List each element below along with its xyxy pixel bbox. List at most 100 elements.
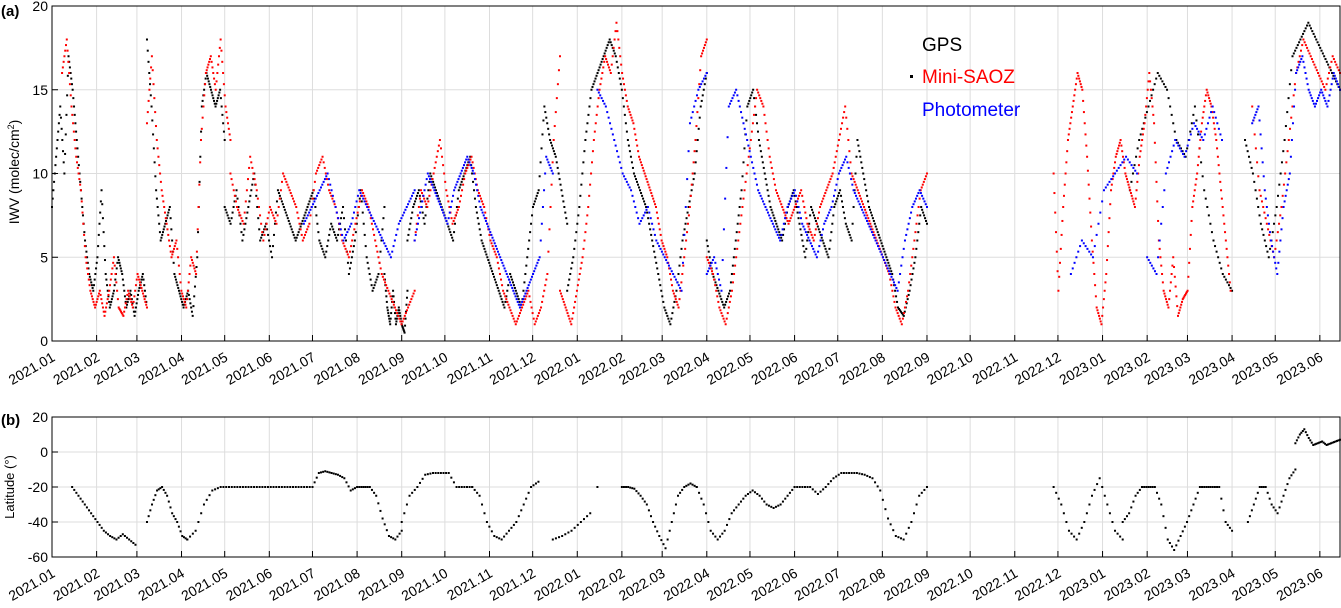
panel-a-gps-point [559, 183, 562, 186]
panel-b-series-point [698, 491, 701, 494]
panel-a-photometer-point [429, 178, 432, 181]
panel-a-mini-saoz-point [104, 310, 107, 313]
panel-a-gps-point [415, 197, 418, 200]
panel-a-mini-saoz-point [465, 169, 468, 172]
panel-a-mini-saoz-point [1174, 285, 1177, 288]
panel-a-gps-point [449, 231, 452, 234]
panel-a-mini-saoz-point [95, 300, 98, 303]
panel-a-mini-saoz-point [737, 239, 740, 242]
panel-a-gps-point [222, 130, 225, 133]
panel-a-photometer-point [378, 231, 381, 234]
panel-a-photometer-point [499, 256, 502, 259]
panel-b-series-point [564, 533, 567, 536]
panel-b-series-point [1264, 486, 1267, 488]
panel-a-photometer-point [1321, 91, 1324, 94]
panel-a-mini-saoz-point [1071, 105, 1074, 108]
panel-a-photometer-point [825, 217, 828, 220]
panel-a-gps-point [1276, 194, 1279, 197]
panel-a-gps-point [491, 270, 494, 273]
panel-a-gps-point [625, 130, 628, 133]
panel-a-gps-point [777, 228, 780, 231]
panel-a-gps-point [831, 222, 834, 225]
panel-b-series-point [700, 497, 703, 500]
panel-a-mini-saoz-point [1199, 139, 1202, 141]
panel-a-mini-saoz-point [640, 164, 643, 167]
panel-a-gps-point [755, 113, 758, 116]
panel-a-gps-point [729, 281, 732, 284]
panel-b-series-point [879, 489, 882, 492]
panel-b-series-point [164, 491, 167, 494]
panel-a-mini-saoz-point [61, 72, 64, 74]
panel-a-photometer-point [807, 236, 810, 239]
panel-a-photometer-point [318, 189, 321, 192]
panel-a-photometer-point [1276, 273, 1279, 275]
panel-a-mini-saoz-point [266, 217, 269, 220]
panel-a-mini-saoz-point [196, 228, 199, 231]
panel-b-series-point [627, 486, 630, 488]
panel-b-series-point [375, 494, 378, 497]
panel-a-mini-saoz-point [559, 292, 562, 295]
panel-a-photometer-point [370, 214, 373, 217]
panel-a-photometer-point [479, 206, 482, 208]
panel-a-gps-point [541, 133, 544, 136]
panel-a-gps-point [1226, 281, 1229, 284]
panel-a-gps-point [650, 233, 653, 236]
panel-b-series-point [1292, 471, 1295, 474]
panel-b-series-point [707, 521, 710, 523]
panel-a-mini-saoz-point [1274, 247, 1277, 250]
panel-a-gps-point [51, 197, 54, 200]
panel-a-mini-saoz-point [1177, 314, 1180, 317]
panel-a-gps-point [551, 147, 554, 150]
panel-a-photometer-point [1077, 250, 1080, 253]
panel-a-mini-saoz-point [253, 178, 256, 181]
panel-b-series-point [83, 503, 86, 506]
panel-b-series-point [1315, 442, 1318, 445]
panel-a-mini-saoz-point [605, 58, 608, 61]
panel-a-photometer-point [730, 99, 733, 102]
panel-a-photometer-point [599, 94, 602, 97]
panel-a-gps-point [766, 189, 769, 192]
panel-a-mini-saoz-point [1078, 80, 1081, 83]
panel-a-gps-point [173, 273, 176, 275]
panel-a-gps-point [360, 200, 363, 203]
panel-a-photometer-point [628, 186, 631, 189]
panel-a-gps-point [302, 217, 305, 220]
panel-a-gps-point [156, 206, 159, 208]
panel-b-series-point [746, 493, 749, 495]
panel-a-photometer-point [493, 242, 496, 245]
panel-a-gps-point [634, 178, 637, 181]
panel-b-series-point [1205, 486, 1208, 488]
panel-a-photometer-point [627, 183, 630, 186]
panel-a-mini-saoz-point [64, 49, 67, 52]
panel-a-mini-saoz-point [914, 231, 917, 234]
panel-a-mini-saoz-point [567, 314, 570, 317]
panel-b-series-point [1307, 437, 1310, 439]
panel-a-photometer-point [525, 289, 528, 292]
panel-a-photometer-point [512, 289, 515, 292]
panel-a-mini-saoz-point [158, 164, 161, 167]
panel-b-series-point [777, 504, 780, 507]
panel-a-gps-point [699, 105, 702, 108]
panel-a-gps-point [1212, 239, 1215, 242]
panel-b-series-point [1130, 506, 1133, 509]
panel-a-gps-point [596, 72, 599, 74]
panel-a-gps-point [402, 327, 405, 330]
panel-b-series-point [396, 535, 399, 538]
panel-a-mini-saoz-point [695, 125, 698, 128]
panel-a-mini-saoz-point [1135, 189, 1138, 192]
panel-a-gps-point [98, 222, 101, 225]
panel-a-mini-saoz-point [1136, 180, 1139, 183]
panel-a-mini-saoz-point [127, 292, 130, 295]
panel-a-gps-point [321, 247, 324, 250]
panel-b-series-point [328, 471, 331, 474]
panel-a-gps-point [343, 228, 346, 231]
panel-a-photometer-point [1128, 161, 1131, 164]
panel-a-mini-saoz-point [538, 309, 541, 312]
panel-a-gps-point [497, 289, 500, 292]
panel-a-photometer-point [1331, 77, 1334, 80]
panel-a-photometer-point [1157, 256, 1160, 259]
panel-a-mini-saoz-point [392, 303, 395, 306]
panel-b-series-point [1246, 521, 1249, 523]
panel-b-series-point [510, 526, 513, 529]
panel-a-mini-saoz-point [1290, 116, 1293, 119]
